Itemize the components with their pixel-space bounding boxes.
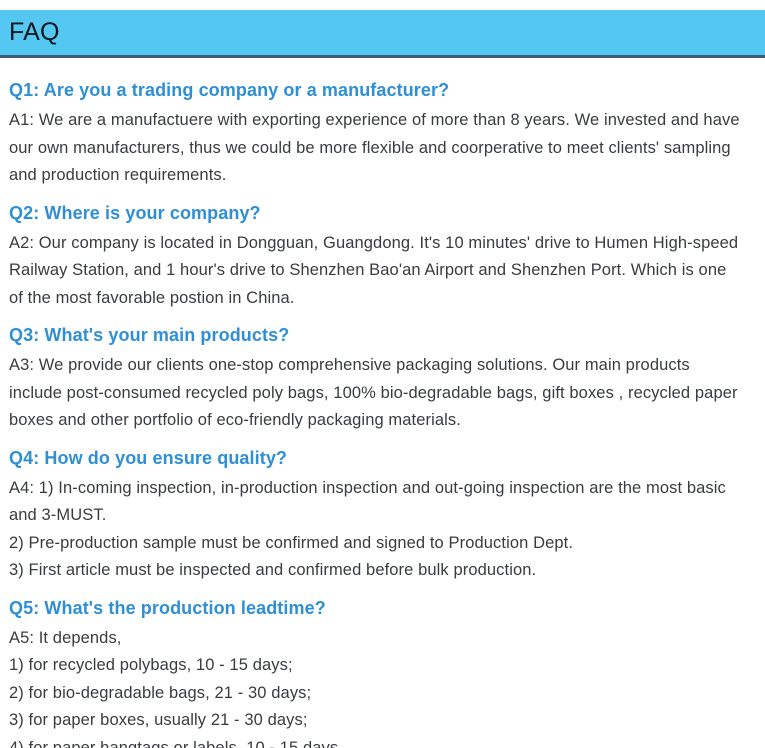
faq-item-q4: Q4: How do you ensure quality? A4: 1) In… xyxy=(9,448,740,585)
faq-content: Q1: Are you a trading company or a manuf… xyxy=(0,80,748,748)
faq-answer-line: 3) First article must be inspected and c… xyxy=(9,561,537,579)
faq-item-q1: Q1: Are you a trading company or a manuf… xyxy=(9,80,740,190)
faq-question: Q2: Where is your company? xyxy=(9,202,261,223)
faq-answer-line: A5: It depends, xyxy=(9,628,122,647)
faq-answer: A3: We provide our clients one-stop comp… xyxy=(9,356,738,429)
faq-answer: A1: We are a manufactuere with exporting… xyxy=(9,111,740,184)
faq-page: FAQ Q1: Are you a trading company or a m… xyxy=(0,10,765,748)
faq-answer: A2: Our company is located in Dongguan, … xyxy=(9,233,739,307)
faq-question: Q1: Are you a trading company or a manuf… xyxy=(9,80,450,100)
faq-item-q2: Q2: Where is your company? A2: Our compa… xyxy=(9,203,740,313)
faq-answer-line: 2) Pre-production sample must be confirm… xyxy=(9,533,574,552)
faq-question: Q4: How do you ensure quality? xyxy=(9,447,288,468)
faq-answer-line: 2) for bio-degradable bags, 21 - 30 days… xyxy=(9,683,312,702)
faq-question: Q5: What's the production leadtime? xyxy=(9,597,326,618)
faq-section-header: FAQ xyxy=(0,10,765,58)
faq-item-q5: Q5: What's the production leadtime? A5: … xyxy=(9,598,740,748)
faq-answer-line: 3) for paper boxes, usually 21 - 30 days… xyxy=(9,711,308,729)
faq-question: Q3: What's your main products? xyxy=(9,325,290,345)
faq-answer-line: A4: 1) In-coming inspection, in-producti… xyxy=(9,478,726,525)
faq-answer-line: 1) for recycled polybags, 10 - 15 days; xyxy=(9,656,293,674)
page-title: FAQ xyxy=(9,18,60,46)
faq-answer-line: 4) for paper hangtags or labels, 10 - 15… xyxy=(9,738,343,748)
faq-item-q3: Q3: What's your main products? A3: We pr… xyxy=(9,325,740,435)
